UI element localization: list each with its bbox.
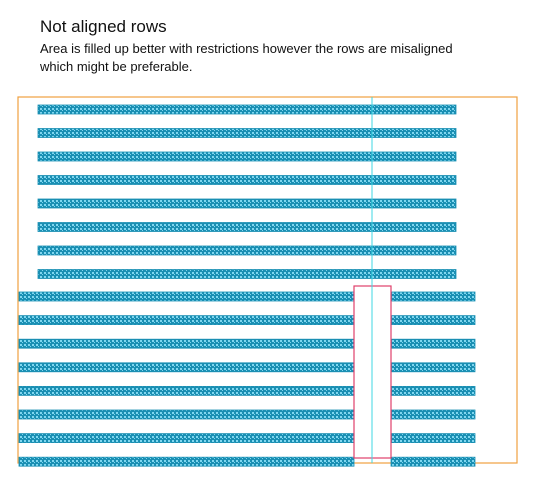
lower-panel-row-left (18, 338, 355, 349)
lower-panel-row-right (390, 385, 476, 396)
diagram-description: Area is filled up better with restrictio… (40, 40, 510, 76)
upper-panel-row (37, 151, 457, 162)
lower-panel-row-right (390, 362, 476, 373)
description-line-2: which might be preferable. (40, 59, 193, 74)
upper-panel-row (37, 198, 457, 209)
lower-panel-row-right (390, 315, 476, 326)
lower-panel-row-right (390, 433, 476, 444)
upper-row-block (37, 104, 457, 279)
upper-panel-row (37, 175, 457, 185)
upper-panel-row (37, 245, 457, 256)
description-line-1: Area is filled up better with restrictio… (40, 41, 453, 56)
lower-panel-row-left (18, 385, 355, 396)
lower-panel-row-left (18, 362, 355, 373)
upper-panel-row (37, 104, 457, 115)
lower-panel-row-left (18, 433, 355, 444)
lower-panel-row-left (18, 409, 355, 420)
lower-panel-row-right (390, 338, 476, 349)
upper-panel-row (37, 269, 457, 279)
upper-panel-row (37, 222, 457, 232)
upper-panel-row (37, 128, 457, 138)
lower-row-block (18, 291, 476, 467)
lower-panel-row-left (18, 315, 355, 326)
lower-panel-row-right (390, 409, 476, 420)
lower-panel-row-right (390, 456, 476, 467)
lower-panel-row-left (18, 456, 355, 467)
lower-panel-row-right (390, 291, 476, 302)
lower-panel-row-left (18, 291, 355, 302)
diagram-title: Not aligned rows (40, 17, 167, 36)
